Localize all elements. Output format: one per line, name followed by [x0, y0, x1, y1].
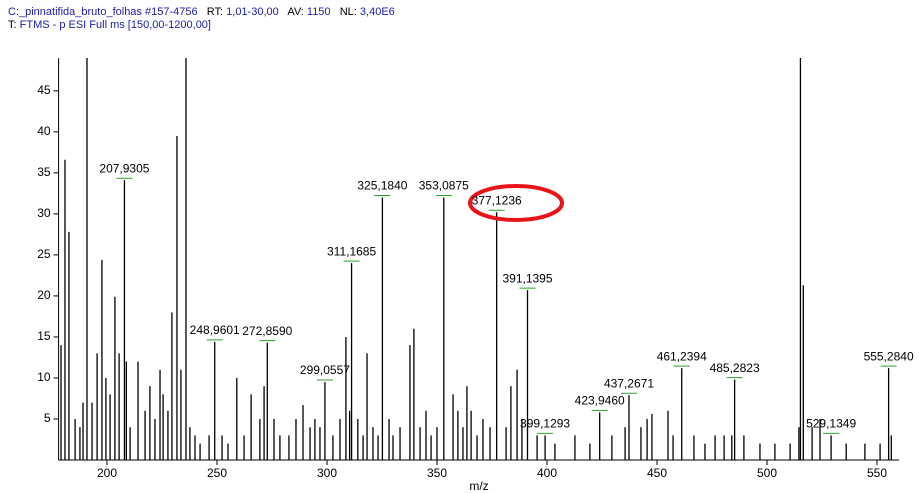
peak-label: 555,2840 [864, 349, 914, 363]
peak-label: 248,9601 [190, 323, 240, 337]
filter-label: T: [8, 19, 17, 31]
y-tick-label: 45 [37, 83, 51, 97]
peak-label: 311,1685 [327, 244, 376, 258]
rt: 1,01-30,00 [226, 6, 279, 18]
x-tick-label: 350 [427, 466, 447, 480]
peak-label: 423,9460 [575, 394, 625, 408]
y-tick-label: 20 [37, 288, 51, 302]
peak-label: 461,2394 [657, 349, 707, 363]
peak-label: 207,9305 [99, 161, 149, 175]
sticks [60, 58, 892, 460]
peak-label: 485,2823 [710, 361, 760, 375]
x-tick-label: 400 [537, 466, 557, 480]
y-tick-label: 30 [37, 206, 51, 220]
x-tick-label: 250 [207, 466, 227, 480]
av-label: AV: [287, 6, 304, 18]
x-tick-label: 300 [317, 466, 337, 480]
av: 1150 [306, 6, 331, 18]
y-tick-label: 10 [37, 370, 51, 384]
header-line: C:_pinnatifida_bruto_folhas #157-4756 RT… [8, 6, 395, 18]
x-tick-label: 550 [867, 466, 887, 480]
x-tick-label: 450 [647, 466, 667, 480]
y-tick-label: 35 [37, 165, 51, 179]
y-tick-label: 25 [37, 247, 51, 261]
nl: 3,40E6 [359, 6, 395, 18]
peak-label: 272,8590 [242, 324, 292, 338]
rt-label: RT: [206, 6, 224, 18]
x-axis-label: m/z [469, 479, 488, 493]
y-tick-label: 15 [37, 329, 51, 343]
highlight-ellipse [468, 184, 564, 222]
filter-line: T: FTMS - p ESI Full ms [150,00-1200,00] [8, 19, 211, 31]
peak-label: 529,1349 [806, 417, 856, 431]
peak-label: 437,2671 [604, 376, 654, 390]
peak-label: 399,1293 [520, 417, 570, 431]
x-tick-label: 200 [97, 466, 117, 480]
peak-label: 377,1236 [472, 193, 522, 207]
y-tick-label: 5 [44, 411, 51, 425]
peak-label: 353,0875 [419, 179, 469, 193]
y-tick-label: 40 [37, 124, 51, 138]
peak-label: 325,1840 [357, 179, 407, 193]
peak-label: 391,1395 [502, 271, 552, 285]
filter: FTMS - p ESI Full ms [150,00-1200,00] [19, 19, 211, 31]
peak-label: 299,0557 [300, 363, 350, 377]
x-tick-label: 500 [757, 466, 777, 480]
nl-label: NL: [339, 6, 357, 18]
file: C:_pinnatifida_bruto_folhas #157-4756 [8, 6, 198, 18]
